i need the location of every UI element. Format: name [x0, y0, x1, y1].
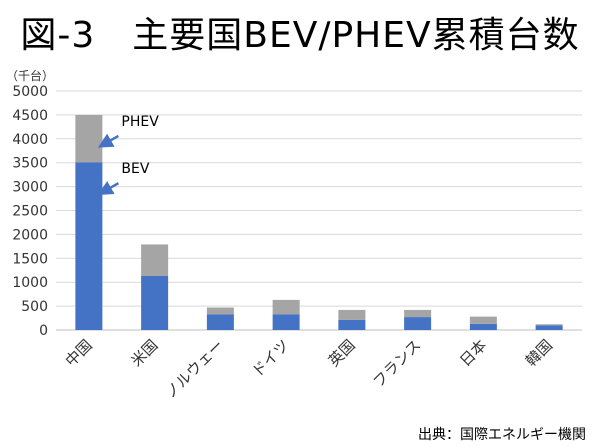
bar-bev: [75, 162, 103, 330]
source-note: 出典：国際エネルギー機関: [418, 427, 586, 443]
y-axis-unit-label: （千台）: [6, 68, 54, 83]
y-tick-label: 5000: [12, 84, 48, 100]
chart-title: 図-3 主要国BEV/PHEV累積台数: [20, 15, 580, 56]
bar-phev: [338, 309, 366, 320]
y-tick-label: 4000: [12, 132, 48, 148]
y-tick-label: 3500: [12, 156, 48, 172]
bar-bev: [469, 323, 497, 330]
annotation-label-phev: PHEV: [121, 114, 159, 130]
y-tick-label: 1000: [12, 275, 48, 291]
y-tick-label: 500: [21, 299, 48, 315]
bar-bev: [272, 314, 300, 330]
y-tick-label: 1500: [12, 251, 48, 267]
bar-bev: [535, 325, 563, 330]
y-axis-ticks: 0 500 1000 1500 2000 2500 3000 3500 4000 4500 5000: [12, 84, 48, 339]
x-tick-label: 英国: [325, 336, 359, 370]
y-tick-label: 3000: [12, 180, 48, 196]
annotations: PHEV BEV: [97, 114, 159, 195]
y-tick-label: 4500: [12, 108, 48, 124]
bar-bev: [404, 317, 432, 330]
y-tick-label: 0: [39, 323, 48, 339]
bars: [75, 114, 563, 330]
x-tick-label: ノルウェー: [161, 336, 227, 402]
bar-phev: [469, 316, 497, 324]
x-tick-label: 中国: [62, 336, 96, 370]
x-tick-label: 日本: [456, 336, 490, 370]
x-tick-label: フランス: [370, 336, 425, 391]
annotation-arrow-bev: [97, 180, 119, 195]
x-tick-label: 韓国: [522, 336, 556, 370]
bar-bev: [338, 319, 366, 330]
bar-phev: [272, 299, 300, 315]
bar-phev: [535, 324, 563, 326]
x-axis-ticks: 中国 米国 ノルウェー ドイツ 英国 フランス 日本 韓国: [62, 336, 556, 402]
bar-bev: [141, 275, 169, 330]
x-tick-label: ドイツ: [248, 336, 293, 381]
annotation-arrow-phev: [97, 133, 119, 148]
x-tick-label: 米国: [128, 336, 162, 370]
bar-phev: [206, 307, 234, 315]
annotation-label-bev: BEV: [121, 161, 149, 177]
y-tick-label: 2500: [12, 204, 48, 220]
bar-bev: [206, 314, 234, 330]
bar-phev: [141, 244, 169, 276]
y-tick-label: 2000: [12, 227, 48, 243]
bar-phev: [75, 114, 103, 163]
bar-phev: [404, 309, 432, 318]
